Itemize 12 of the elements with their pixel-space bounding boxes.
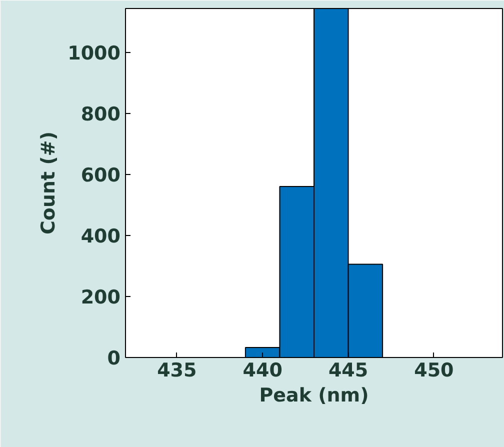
y-tick-label: 1000 (68, 42, 121, 65)
x-tick-label: 445 (328, 360, 368, 382)
x-tick-label: 435 (157, 360, 197, 382)
y-tick-label: 200 (80, 286, 121, 309)
y-tick-label: 800 (80, 104, 121, 126)
y-tick-label: 600 (80, 164, 121, 187)
y-tick-label: 400 (80, 226, 121, 248)
x-tick-label: 450 (414, 360, 454, 382)
x-tick-label: 440 (242, 360, 282, 382)
y-axis-title: Count (#) (38, 131, 60, 235)
y-tick-label: 0 (107, 348, 121, 370)
x-axis-title: Peak (nm) (259, 384, 369, 406)
